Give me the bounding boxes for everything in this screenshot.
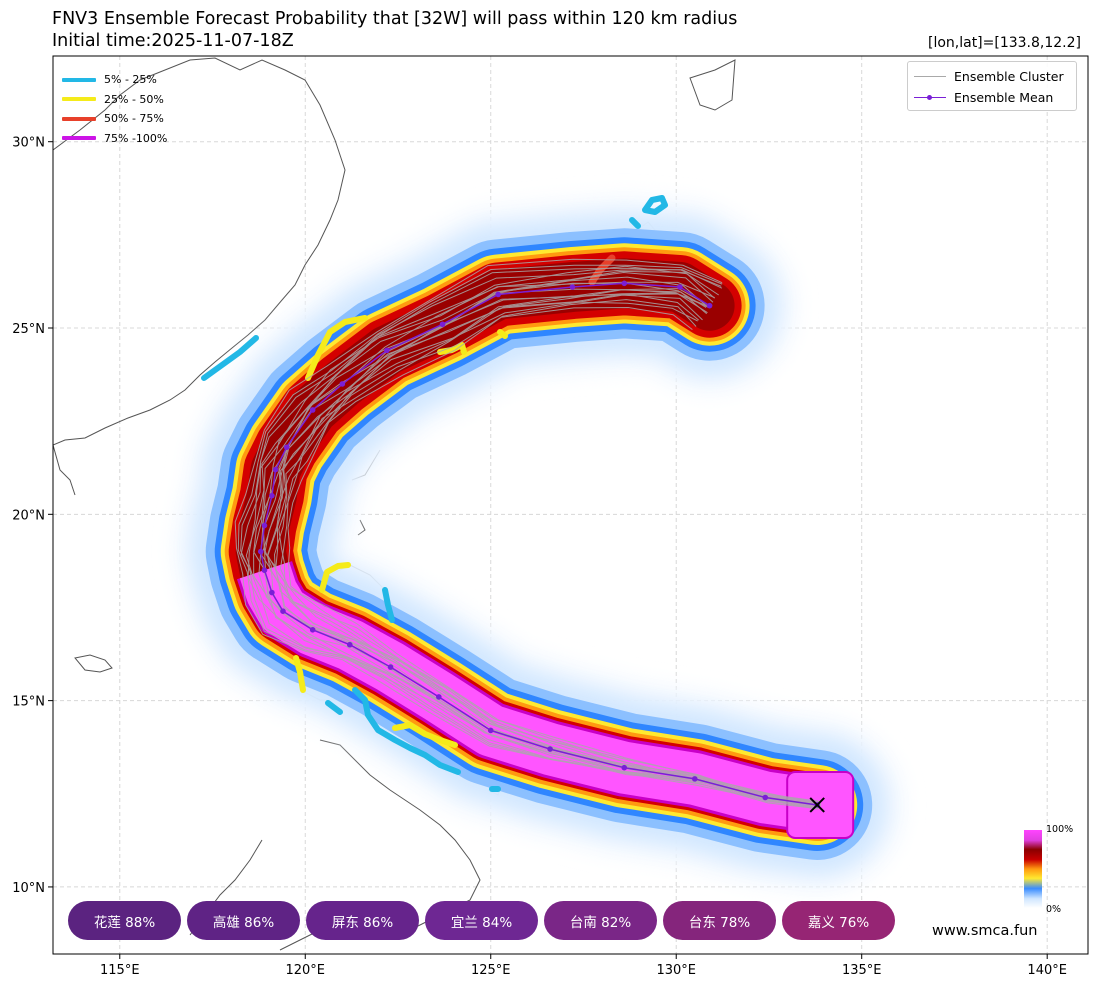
position-readout: [lon,lat]=[133.8,12.2] — [927, 35, 1081, 51]
probability-legend: 5% - 25% 25% - 50% 50% - 75% 75% -100% — [62, 70, 167, 148]
cluster-track — [266, 289, 820, 803]
mean-track-point — [339, 381, 346, 387]
legend-item-25-50: 25% - 50% — [62, 90, 167, 110]
cluster-track — [253, 281, 820, 810]
probability-colorbar — [1024, 830, 1042, 908]
mean-track-point — [495, 291, 501, 298]
mean-track-point — [439, 321, 446, 328]
cluster-track — [240, 267, 818, 810]
y-tick-label: 15°N — [12, 695, 45, 710]
mean-track-point — [706, 302, 713, 309]
initial-position-x-stroke — [809, 797, 825, 813]
mean-track-point — [691, 776, 698, 782]
city-badge-taitung: 台东 78% — [663, 901, 776, 940]
legend-label: 25% - 50% — [104, 92, 164, 106]
mean-track-point — [387, 664, 394, 670]
website-watermark: www.smca.fun — [932, 923, 1038, 939]
coastal-probability-highlights — [201, 195, 668, 792]
mean-track-point — [436, 694, 442, 700]
city-badge-pingtung: 屏东 86% — [306, 901, 419, 940]
legend-item-cluster: Ensemble Cluster — [914, 66, 1076, 87]
colorbar-min-label: 0% — [1046, 904, 1062, 915]
y-tick-label: 30°N — [12, 136, 45, 151]
legend-swatch — [62, 97, 96, 102]
x-axis-ticks: 115°E 120°E 125°E 130°E 135°E 140°E — [100, 954, 1067, 978]
mean-track-point — [762, 794, 769, 801]
mean-legend-label: Ensemble Mean — [954, 90, 1054, 105]
mean-track-point — [283, 444, 290, 451]
city-badge-yilan: 宜兰 84% — [425, 901, 538, 940]
y-tick-label: 20°N — [12, 508, 45, 523]
legend-swatch — [62, 116, 96, 121]
mean-track-point — [487, 727, 494, 734]
cluster-track — [253, 271, 818, 802]
cluster-track — [278, 301, 815, 809]
city-badge-chiayi: 嘉义 76% — [782, 901, 895, 940]
legend-label: 75% -100% — [104, 131, 168, 145]
colorbar-max-label: 100% — [1046, 824, 1074, 835]
x-tick-label: 115°E — [100, 963, 140, 978]
cluster-line-swatch — [914, 76, 946, 77]
mean-track-point — [547, 746, 553, 752]
y-tick-label: 10°N — [12, 881, 45, 896]
legend-label: 50% - 75% — [104, 112, 164, 126]
legend-item-5-25: 5% - 25% — [62, 70, 167, 90]
city-badge-kaohsiung: 高雄 86% — [187, 901, 300, 940]
cluster-track — [237, 264, 818, 810]
city-probability-badges: 花莲 88% 高雄 86% 屏东 86% 宜兰 84% 台南 82% 台东 78… — [68, 901, 895, 940]
mean-track-point — [269, 492, 275, 499]
x-tick-label: 130°E — [656, 963, 696, 978]
mean-track-point — [309, 627, 316, 633]
title-line-2: Initial time:2025-11-07-18Z — [52, 31, 294, 51]
mean-track-point — [280, 608, 286, 614]
legend-item-75-100: 75% -100% — [62, 129, 167, 149]
ensemble-mean-track — [257, 280, 820, 808]
mean-track-point — [261, 522, 268, 529]
cluster-track — [287, 306, 814, 806]
mean-track-point — [257, 548, 264, 555]
x-tick-label: 120°E — [285, 963, 325, 978]
mean-track-point — [261, 567, 268, 574]
title-line-1: FNV3 Ensemble Forecast Probability that … — [52, 9, 738, 29]
mean-track-point — [269, 589, 275, 596]
plot-frame — [52, 55, 1089, 955]
y-axis-ticks: 10°N 15°N 20°N 25°N 30°N — [12, 136, 53, 896]
mean-track-point — [677, 284, 683, 290]
mean-track-point — [621, 280, 628, 287]
mean-track-point — [346, 641, 353, 648]
legend-swatch — [62, 136, 96, 141]
mean-track-point — [384, 347, 390, 354]
y-tick-label: 25°N — [12, 322, 45, 337]
mean-line-swatch — [914, 94, 946, 100]
mean-track-point — [621, 764, 628, 771]
cluster-track — [279, 299, 816, 803]
city-badge-hualien: 花莲 88% — [68, 901, 181, 940]
cluster-track — [247, 265, 817, 802]
legend-swatch — [62, 77, 96, 82]
legend-label: 5% - 25% — [104, 73, 157, 87]
chart-title: FNV3 Ensemble Forecast Probability that … — [52, 8, 737, 52]
ensemble-legend: Ensemble Cluster Ensemble Mean — [907, 61, 1077, 111]
mean-track-point — [309, 407, 316, 413]
x-tick-label: 140°E — [1027, 963, 1067, 978]
cluster-track — [234, 258, 816, 809]
cluster-track — [240, 269, 821, 808]
cluster-track — [245, 270, 821, 804]
initial-position-marker — [809, 797, 825, 813]
x-tick-label: 135°E — [842, 963, 882, 978]
mean-track-point — [272, 466, 279, 473]
city-badge-tainan: 台南 82% — [544, 901, 657, 940]
legend-item-mean: Ensemble Mean — [914, 87, 1076, 108]
legend-item-50-75: 50% - 75% — [62, 109, 167, 129]
cluster-legend-label: Ensemble Cluster — [954, 69, 1064, 84]
mean-track-point — [569, 284, 576, 290]
x-tick-label: 125°E — [471, 963, 511, 978]
